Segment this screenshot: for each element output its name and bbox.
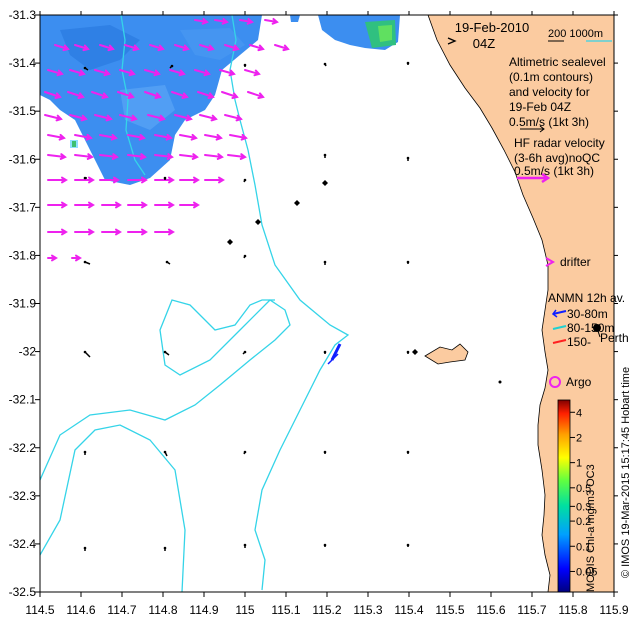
lon-tick-label: 114.5 <box>25 603 54 617</box>
drifter-icon <box>545 257 556 267</box>
altimetric-scale-arrow-icon <box>520 125 545 133</box>
lon-tick-label: 115.4 <box>394 603 423 617</box>
svg-text:Altimetric sealevel: Altimetric sealevel <box>509 55 606 69</box>
colorbar: 4 2 1 0.5 0.3 0.2 0.1 0.05 MODIS Chl-a mg/m3 OC… <box>557 367 632 593</box>
colorbar-tick: 1 <box>576 458 582 470</box>
longitude-axis: 114.5 114.6 114.7 114.8 114.9 115 115.1 115.2 11… <box>25 11 629 617</box>
lat-tick-label: -31.5 <box>9 104 37 118</box>
isobath-contours <box>40 15 350 592</box>
colorbar-tick: 0.5 <box>576 483 591 495</box>
lat-tick-label: -32.1 <box>9 393 37 407</box>
hf-radar-arrows <box>44 17 290 262</box>
drifter-label: drifter <box>560 255 591 269</box>
svg-text:19-Feb 04Z: 19-Feb 04Z <box>509 100 571 114</box>
rottnest-island <box>424 343 469 365</box>
lon-tick-label: 115.1 <box>271 603 300 617</box>
header-arrow-icon <box>447 37 457 45</box>
anmn-legend: ANMN 12h av. 30-80m 80-150m 150- <box>548 291 625 349</box>
anmn-mooring-arrow <box>330 343 342 361</box>
svg-text:HF radar velocity: HF radar velocity <box>514 136 605 150</box>
lat-tick-label: -32.4 <box>9 537 37 551</box>
lon-tick-label: 115.5 <box>435 603 464 617</box>
lon-tick-label: 114.6 <box>66 603 95 617</box>
lat-tick-label: -32.2 <box>9 441 37 455</box>
lat-tick-label: -31.3 <box>9 8 37 22</box>
svg-text:80-150m: 80-150m <box>567 321 614 335</box>
lon-tick-label: 115.9 <box>599 603 628 617</box>
map-date: 19-Feb-2010 <box>455 20 529 35</box>
svg-text:(0.1m contours): (0.1m contours) <box>509 70 593 84</box>
svg-text:and velocity for: and velocity for <box>509 85 590 99</box>
lon-tick-label: 115.2 <box>312 603 341 617</box>
lon-tick-label: 115.6 <box>476 603 505 617</box>
colorbar-tick: 2 <box>576 432 582 444</box>
lat-tick-label: -31.8 <box>9 248 37 262</box>
argo-icon <box>549 376 561 388</box>
lat-tick-label: -32.3 <box>9 489 37 503</box>
lon-tick-label: 114.9 <box>189 603 218 617</box>
lon-tick-label: 114.7 <box>107 603 136 617</box>
colorbar-label: MODIS Chl-a mg/m3 OC3 <box>585 464 597 592</box>
lon-tick-label: 115.8 <box>558 603 587 617</box>
svg-text:0.5m/s (1kt 3h): 0.5m/s (1kt 3h) <box>514 164 594 178</box>
credit-text: © IMOS 19-Mar-2015 15:17:45 Hobart time <box>620 367 632 578</box>
lon-tick-label: 114.8 <box>148 603 177 617</box>
altimetric-arrows <box>83 61 418 551</box>
colorbar-tick: 0.3 <box>576 501 591 513</box>
lon-tick-label: 115.3 <box>353 603 382 617</box>
svg-text:(3-6h avg)noQC: (3-6h avg)noQC <box>514 151 600 165</box>
perth-label: Perth <box>600 331 629 345</box>
map-time: 04Z <box>473 36 495 51</box>
altimetric-legend: Altimetric sealevel (0.1m contours) and … <box>509 55 606 133</box>
lon-tick-label: 115.7 <box>517 603 546 617</box>
colorbar-tick: 4 <box>576 407 582 419</box>
lon-tick-label: 115 <box>235 603 254 617</box>
chlorophyll-patch <box>40 15 400 185</box>
colorbar-tick: 0.05 <box>576 566 597 578</box>
islet <box>498 380 502 384</box>
lat-tick-label: -32.5 <box>9 585 37 599</box>
svg-text:150-: 150- <box>567 335 591 349</box>
svg-text:0.5m/s (1kt 3h): 0.5m/s (1kt 3h) <box>509 115 589 129</box>
scale-label: 200 1000m <box>548 28 603 40</box>
colorbar-tick: 0.1 <box>576 541 591 553</box>
argo-label: Argo <box>566 375 592 389</box>
lat-tick-label: -31.4 <box>9 56 37 70</box>
lat-tick-label: -31.6 <box>9 152 37 166</box>
svg-text:ANMN 12h av.: ANMN 12h av. <box>548 291 625 305</box>
svg-text:30-80m: 30-80m <box>567 307 608 321</box>
lat-tick-label: -32 <box>19 345 37 359</box>
lat-tick-label: -31.7 <box>9 200 37 214</box>
latitude-axis: -31.3 -31.4 -31.5 -31.6 -31.7 -31.8 -31.9 -32 -3… <box>9 8 618 599</box>
hf-radar-legend: HF radar velocity (3-6h avg)noQC 0.5m/s … <box>514 136 605 184</box>
lat-tick-label: -31.9 <box>9 297 37 311</box>
hf-scale-arrow-icon <box>517 172 551 184</box>
colorbar-tick: 0.2 <box>576 516 591 528</box>
